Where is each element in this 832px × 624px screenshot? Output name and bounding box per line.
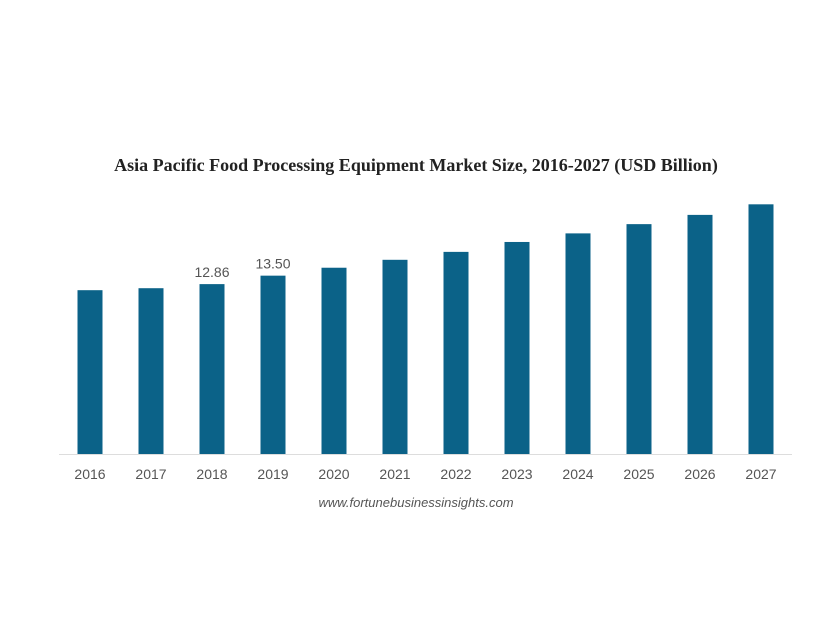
bar-2020 bbox=[321, 267, 347, 454]
bar-2021 bbox=[382, 259, 408, 454]
data-label-2019: 13.50 bbox=[255, 256, 290, 272]
x-tick-label-2016: 2016 bbox=[74, 466, 105, 482]
x-tick-label-2023: 2023 bbox=[501, 466, 532, 482]
source-credit: www.fortunebusinessinsights.com bbox=[318, 495, 514, 510]
x-tick-label-2019: 2019 bbox=[257, 466, 288, 482]
x-tick-label-2021: 2021 bbox=[379, 466, 410, 482]
x-tick-label-2027: 2027 bbox=[745, 466, 776, 482]
bar-2027 bbox=[748, 204, 774, 454]
bar-2016 bbox=[77, 290, 103, 454]
bar-2017 bbox=[138, 288, 164, 454]
bar-2024 bbox=[565, 233, 591, 454]
bars-group bbox=[77, 204, 774, 454]
x-tick-label-2022: 2022 bbox=[440, 466, 471, 482]
data-label-2018: 12.86 bbox=[194, 264, 229, 280]
bar-2018 bbox=[199, 284, 225, 454]
bar-2022 bbox=[443, 251, 469, 454]
x-tick-label-2026: 2026 bbox=[684, 466, 715, 482]
x-tick-label-2024: 2024 bbox=[562, 466, 593, 482]
bar-2019 bbox=[260, 275, 286, 454]
bar-2023 bbox=[504, 241, 530, 454]
x-tick-labels-group: 2016 2017 2018 2019 2020 2021 2022 2023 2024 2025… bbox=[74, 466, 776, 482]
chart-title: Asia Pacific Food Processing Equipment M… bbox=[114, 155, 718, 175]
bar-2026 bbox=[687, 214, 713, 454]
x-tick-label-2017: 2017 bbox=[135, 466, 166, 482]
bar-2025 bbox=[626, 224, 652, 454]
x-tick-label-2018: 2018 bbox=[196, 466, 227, 482]
data-labels-group: 12.86 13.50 bbox=[194, 256, 290, 280]
x-tick-label-2025: 2025 bbox=[623, 466, 654, 482]
x-tick-label-2020: 2020 bbox=[318, 466, 349, 482]
